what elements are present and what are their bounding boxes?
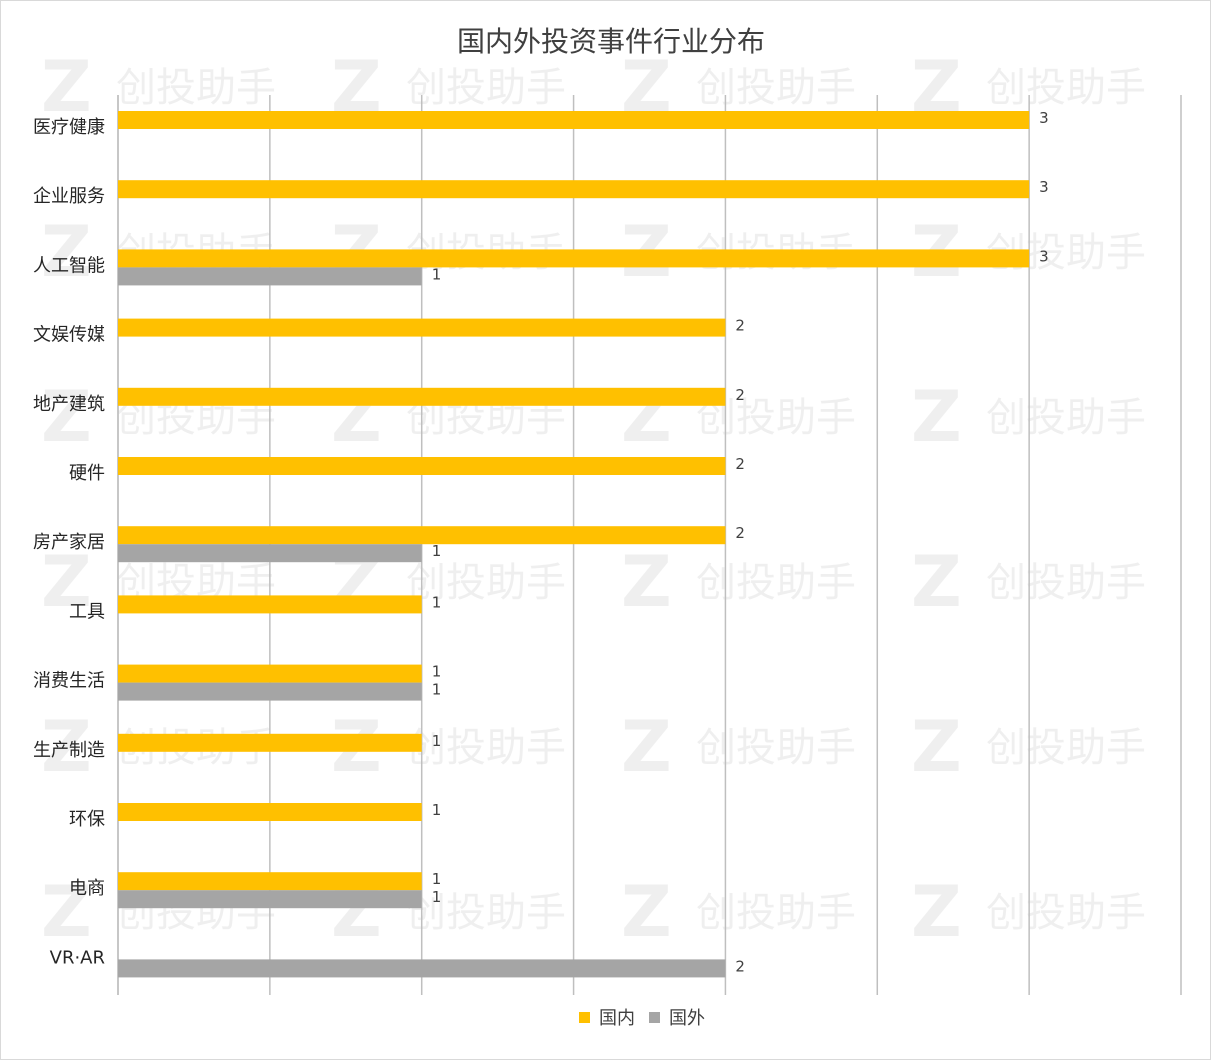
bar-domestic bbox=[118, 803, 422, 821]
category-label: 医疗健康 bbox=[33, 117, 105, 138]
data-label: 2 bbox=[735, 455, 745, 473]
data-label: 2 bbox=[735, 386, 745, 404]
legend-label: 国内 bbox=[599, 1008, 635, 1029]
category-labels: 医疗健康企业服务人工智能文娱传媒地产建筑硬件房产家居工具消费生活生产制造环保电商… bbox=[33, 117, 105, 968]
svg-text:创投助手: 创投助手 bbox=[406, 65, 566, 111]
bar-domestic bbox=[118, 526, 726, 545]
category-label: 人工智能 bbox=[33, 255, 105, 276]
legend: 国内 国外 bbox=[579, 1008, 705, 1029]
data-label: 1 bbox=[432, 663, 442, 681]
bar-domestic bbox=[118, 180, 1030, 199]
svg-text:创投助手: 创投助手 bbox=[696, 560, 856, 606]
legend-label: 国外 bbox=[669, 1008, 705, 1029]
svg-text:创投助手: 创投助手 bbox=[986, 560, 1146, 606]
svg-text:创投助手: 创投助手 bbox=[406, 725, 566, 771]
svg-text:Z: Z bbox=[41, 706, 92, 788]
watermark: Z 创投助手 bbox=[911, 706, 1146, 788]
svg-text:Z: Z bbox=[911, 871, 962, 953]
category-label: 企业服务 bbox=[33, 186, 105, 207]
svg-text:创投助手: 创投助手 bbox=[406, 560, 566, 606]
bar-foreign bbox=[118, 682, 422, 701]
bar-domestic bbox=[118, 595, 422, 614]
category-label: 房产家居 bbox=[33, 532, 105, 553]
data-label: 1 bbox=[432, 870, 442, 888]
data-label: 1 bbox=[432, 801, 442, 819]
svg-text:创投助手: 创投助手 bbox=[696, 890, 856, 936]
svg-text:Z: Z bbox=[41, 871, 92, 953]
bar-domestic bbox=[118, 249, 1030, 268]
category-label: 文娱传媒 bbox=[33, 325, 105, 346]
category-label: 生产制造 bbox=[33, 740, 105, 761]
bars bbox=[118, 111, 1030, 978]
bar-domestic bbox=[118, 111, 1030, 129]
watermark: Z 创投助手 bbox=[911, 376, 1146, 458]
bar-domestic bbox=[118, 872, 422, 891]
bar-domestic bbox=[118, 318, 726, 337]
category-label: 电商 bbox=[69, 878, 105, 899]
data-label: 1 bbox=[432, 732, 442, 750]
data-label: 3 bbox=[1039, 109, 1049, 127]
category-label: 消费生活 bbox=[33, 671, 105, 692]
svg-text:Z: Z bbox=[621, 871, 672, 953]
svg-text:创投助手: 创投助手 bbox=[986, 395, 1146, 441]
legend-swatch bbox=[649, 1012, 660, 1023]
watermark: Z 创投助手 bbox=[911, 541, 1146, 623]
svg-text:Z: Z bbox=[911, 706, 962, 788]
data-label: 1 bbox=[432, 593, 442, 611]
watermark: Z 创投助手 bbox=[41, 46, 276, 128]
svg-text:Z: Z bbox=[41, 541, 92, 623]
category-label: VR·AR bbox=[50, 947, 105, 968]
data-label: 3 bbox=[1039, 178, 1049, 196]
svg-text:创投助手: 创投助手 bbox=[986, 890, 1146, 936]
watermark: Z 创投助手 bbox=[621, 541, 856, 623]
legend-swatch bbox=[579, 1012, 590, 1023]
watermark: Z 创投助手 bbox=[911, 871, 1146, 953]
svg-text:创投助手: 创投助手 bbox=[696, 65, 856, 111]
bar-domestic bbox=[118, 457, 726, 475]
legend-item: 国内 bbox=[579, 1008, 635, 1029]
bar-foreign bbox=[118, 267, 422, 286]
category-label: 地产建筑 bbox=[33, 394, 105, 415]
bar-domestic bbox=[118, 733, 422, 752]
svg-text:Z: Z bbox=[41, 211, 92, 293]
svg-text:Z: Z bbox=[621, 706, 672, 788]
svg-text:创投助手: 创投助手 bbox=[116, 65, 276, 111]
data-label: 1 bbox=[432, 542, 442, 560]
category-label: 硬件 bbox=[69, 463, 105, 484]
chart-title: 国内外投资事件行业分布 bbox=[457, 25, 765, 58]
svg-text:创投助手: 创投助手 bbox=[696, 725, 856, 771]
data-label: 1 bbox=[432, 888, 442, 906]
data-label: 3 bbox=[1039, 247, 1049, 265]
svg-text:创投助手: 创投助手 bbox=[986, 725, 1146, 771]
bar-domestic bbox=[118, 387, 726, 406]
data-label: 2 bbox=[735, 524, 745, 542]
svg-text:Z: Z bbox=[41, 46, 92, 128]
data-label: 1 bbox=[432, 681, 442, 699]
data-label: 2 bbox=[735, 317, 745, 335]
bar-foreign bbox=[118, 890, 422, 909]
svg-text:Z: Z bbox=[911, 376, 962, 458]
watermark: Z 创投助手 bbox=[621, 706, 856, 788]
category-label: 环保 bbox=[69, 809, 105, 830]
svg-text:创投助手: 创投助手 bbox=[986, 65, 1146, 111]
bar-foreign bbox=[118, 544, 422, 563]
category-label: 工具 bbox=[69, 601, 105, 622]
bar-domestic bbox=[118, 664, 422, 683]
bar-foreign bbox=[118, 959, 726, 978]
svg-text:创投助手: 创投助手 bbox=[406, 890, 566, 936]
svg-text:Z: Z bbox=[911, 541, 962, 623]
svg-text:Z: Z bbox=[41, 376, 92, 458]
svg-text:Z: Z bbox=[621, 541, 672, 623]
watermark: Z 创投助手 bbox=[621, 871, 856, 953]
data-label: 2 bbox=[735, 957, 745, 975]
data-label: 1 bbox=[432, 265, 442, 283]
legend-item: 国外 bbox=[649, 1008, 705, 1029]
